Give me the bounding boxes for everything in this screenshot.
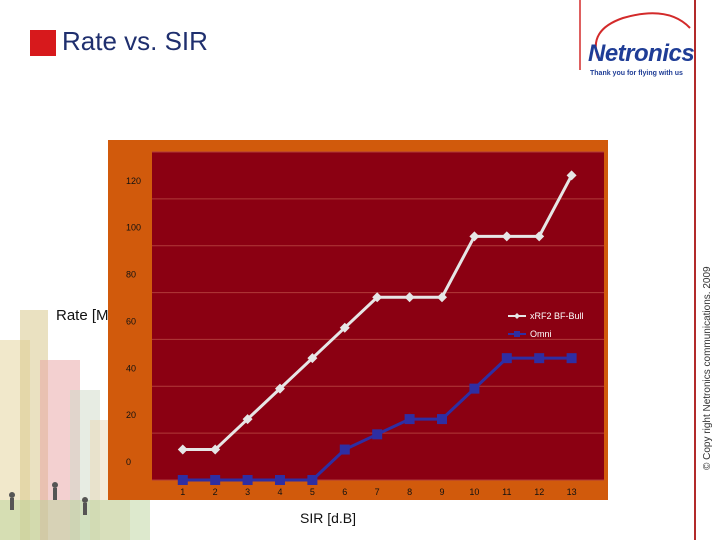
title-bullet	[30, 30, 56, 56]
legend-entry-1: xRF2 BF-Bull	[530, 311, 584, 321]
data-point-2	[404, 414, 415, 425]
x-tick-label: 9	[439, 487, 444, 497]
x-tick-label: 1	[180, 487, 185, 497]
data-point-1	[404, 292, 415, 303]
x-tick-label: 5	[310, 487, 315, 497]
data-point-1	[177, 444, 188, 455]
legend-marker-2	[514, 331, 520, 337]
x-tick-label: 13	[567, 487, 577, 497]
data-point-2	[436, 414, 447, 425]
data-point-1	[566, 170, 577, 181]
copyright-text: © Copy right Netronics communications. 2…	[702, 266, 713, 470]
x-tick-label: 7	[375, 487, 380, 497]
data-point-1	[501, 231, 512, 242]
logo-wordmark: Netronics	[588, 40, 695, 67]
x-tick-label: 8	[407, 487, 412, 497]
plot-area	[152, 152, 604, 480]
x-tick-label: 2	[213, 487, 218, 497]
y-tick-label: 100	[126, 223, 141, 233]
y-tick-label: 20	[126, 410, 136, 420]
data-point-1	[307, 353, 318, 364]
x-tick-label: 10	[469, 487, 479, 497]
x-tick-label: 4	[277, 487, 282, 497]
data-point-1	[242, 414, 253, 425]
data-point-1	[372, 292, 383, 303]
y-tick-label: 120	[126, 176, 141, 186]
data-point-2	[274, 475, 285, 485]
data-point-2	[242, 475, 253, 485]
data-point-2	[501, 353, 512, 364]
side-accent-bar	[694, 0, 696, 540]
data-point-2	[372, 429, 383, 440]
y-tick-label: 40	[126, 363, 136, 373]
data-point-1	[436, 292, 447, 303]
data-point-2	[534, 353, 545, 364]
data-point-2	[210, 475, 221, 485]
data-point-2	[307, 475, 318, 485]
y-tick-label: 60	[126, 316, 136, 326]
logo-tagline: Thank you for flying with us	[590, 70, 683, 77]
x-tick-label: 6	[342, 487, 347, 497]
data-point-2	[339, 444, 350, 455]
data-point-2	[177, 475, 188, 485]
netronics-logo-icon	[579, 0, 691, 70]
y-tick-label: 0	[126, 457, 131, 467]
y-tick-label: 80	[126, 270, 136, 280]
x-tick-label: 3	[245, 487, 250, 497]
legend-marker-1	[514, 313, 520, 319]
data-point-1	[339, 322, 350, 333]
data-point-1	[534, 231, 545, 242]
data-point-2	[469, 383, 480, 394]
x-axis-label: SIR [d.B]	[300, 510, 357, 526]
data-point-2	[566, 353, 577, 364]
data-point-1	[274, 383, 285, 394]
x-tick-label: 12	[534, 487, 544, 497]
rate-vs-sir-chart: 02040608010012014012345678910111213xRF2 …	[108, 140, 608, 500]
data-point-1	[469, 231, 480, 242]
x-tick-label: 11	[502, 487, 511, 497]
data-point-1	[210, 444, 221, 455]
legend-entry-2: Omni	[530, 329, 552, 339]
slide-title: Rate vs. SIR	[62, 26, 208, 56]
